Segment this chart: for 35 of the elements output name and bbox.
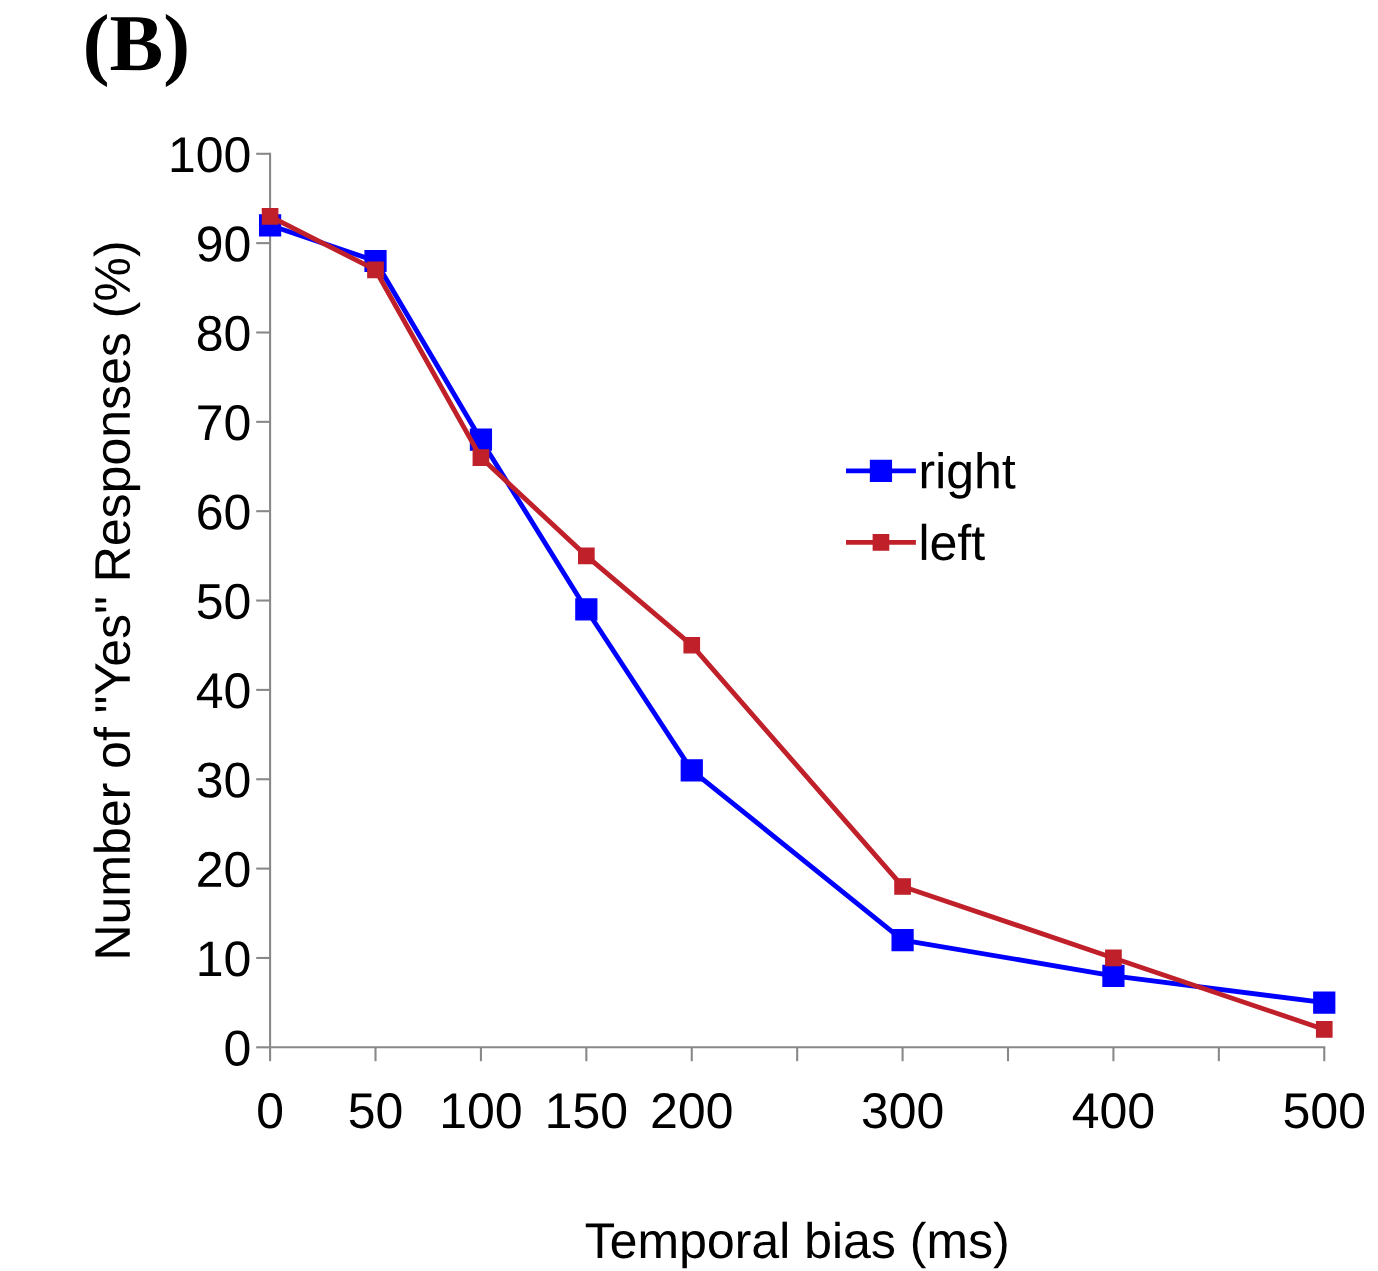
y-tick-label: 20 xyxy=(198,851,250,888)
point xyxy=(891,928,914,952)
y-tick-label: 10 xyxy=(199,941,250,977)
point xyxy=(575,598,598,621)
chart-title: (B) xyxy=(86,14,187,88)
point xyxy=(1315,1021,1333,1038)
y-tick-label: 70 xyxy=(198,405,250,441)
y-tick-label: 40 xyxy=(196,673,250,709)
y-tick-label: 50 xyxy=(197,583,250,620)
x-axis-title: Temporal bias (ms) xyxy=(585,1221,1007,1269)
point xyxy=(472,449,490,466)
x-tick-label: 500 xyxy=(1284,1093,1365,1129)
y-tick-label: 90 xyxy=(198,226,250,262)
point xyxy=(680,759,703,782)
x-tick-label: 150 xyxy=(548,1093,627,1129)
point xyxy=(578,547,595,565)
legend-label: right xyxy=(921,452,1016,499)
y-tick-label: 100 xyxy=(171,136,250,173)
x-tick-label: 400 xyxy=(1072,1093,1154,1129)
point xyxy=(1105,949,1122,967)
x-tick-label: 300 xyxy=(862,1093,943,1129)
x-tick-label: 50 xyxy=(349,1093,402,1129)
y-axis-title: Number of "Yes" Responses (%) xyxy=(93,243,141,957)
point xyxy=(894,878,911,895)
y-tick-label: 60 xyxy=(198,494,250,530)
y-tick-label: 80 xyxy=(197,315,250,352)
y-tick-label: 30 xyxy=(197,762,250,798)
x-tick-label: 0 xyxy=(258,1093,283,1129)
legend-label: left xyxy=(921,523,985,561)
point xyxy=(683,636,701,654)
x-tick-label: 100 xyxy=(443,1093,521,1129)
x-tick-label: 200 xyxy=(652,1093,732,1129)
point xyxy=(1102,964,1125,987)
point xyxy=(1313,991,1336,1014)
y-tick-label: 0 xyxy=(225,1030,250,1066)
